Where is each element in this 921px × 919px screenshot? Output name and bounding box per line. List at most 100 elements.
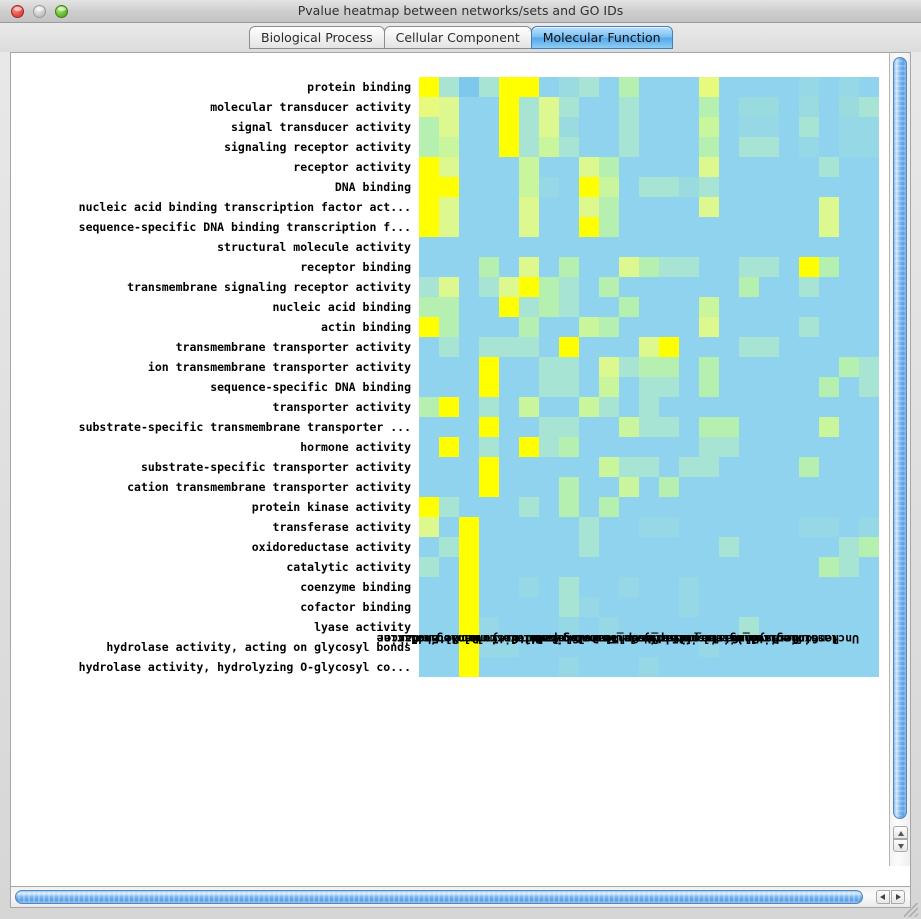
heatmap-cell[interactable] bbox=[479, 277, 499, 297]
heatmap-cell[interactable] bbox=[659, 657, 679, 677]
heatmap-cell[interactable] bbox=[539, 277, 559, 297]
heatmap-cell[interactable] bbox=[859, 117, 879, 137]
heatmap-cell[interactable] bbox=[659, 377, 679, 397]
heatmap-cell[interactable] bbox=[639, 397, 659, 417]
heatmap-cell[interactable] bbox=[619, 637, 639, 657]
heatmap-cell[interactable] bbox=[739, 657, 759, 677]
heatmap-cell[interactable] bbox=[739, 557, 759, 577]
heatmap-cell[interactable] bbox=[619, 497, 639, 517]
heatmap-cell[interactable] bbox=[759, 77, 779, 97]
heatmap-cell[interactable] bbox=[839, 237, 859, 257]
heatmap-cell[interactable] bbox=[639, 457, 659, 477]
heatmap-cell[interactable] bbox=[539, 197, 559, 217]
heatmap-cell[interactable] bbox=[539, 337, 559, 357]
scroll-up-button[interactable] bbox=[893, 826, 908, 839]
heatmap-cell[interactable] bbox=[799, 637, 819, 657]
heatmap-cell[interactable] bbox=[859, 337, 879, 357]
heatmap-cell[interactable] bbox=[819, 77, 839, 97]
heatmap-cell[interactable] bbox=[419, 557, 439, 577]
heatmap-cell[interactable] bbox=[519, 597, 539, 617]
heatmap-cell[interactable] bbox=[739, 437, 759, 457]
heatmap-cell[interactable] bbox=[799, 297, 819, 317]
heatmap-cell[interactable] bbox=[739, 117, 759, 137]
heatmap-cell[interactable] bbox=[479, 357, 499, 377]
heatmap-cell[interactable] bbox=[719, 337, 739, 357]
heatmap-cell[interactable] bbox=[499, 277, 519, 297]
heatmap-cell[interactable] bbox=[479, 237, 499, 257]
heatmap-cell[interactable] bbox=[459, 177, 479, 197]
heatmap-cell[interactable] bbox=[739, 477, 759, 497]
heatmap-cell[interactable] bbox=[419, 297, 439, 317]
heatmap-cell[interactable] bbox=[679, 197, 699, 217]
heatmap-cell[interactable] bbox=[679, 277, 699, 297]
heatmap-cell[interactable] bbox=[519, 577, 539, 597]
heatmap-cell[interactable] bbox=[459, 457, 479, 477]
heatmap-cell[interactable] bbox=[499, 437, 519, 457]
heatmap-cell[interactable] bbox=[439, 357, 459, 377]
heatmap-cell[interactable] bbox=[499, 297, 519, 317]
heatmap-cell[interactable] bbox=[739, 237, 759, 257]
heatmap-cell[interactable] bbox=[499, 237, 519, 257]
heatmap-cell[interactable] bbox=[599, 237, 619, 257]
heatmap-cell[interactable] bbox=[799, 337, 819, 357]
heatmap-cell[interactable] bbox=[599, 457, 619, 477]
heatmap-cell[interactable] bbox=[759, 637, 779, 657]
heatmap-cell[interactable] bbox=[739, 337, 759, 357]
heatmap-cell[interactable] bbox=[759, 597, 779, 617]
heatmap-cell[interactable] bbox=[839, 197, 859, 217]
heatmap-cell[interactable] bbox=[539, 177, 559, 197]
heatmap-cell[interactable] bbox=[639, 117, 659, 137]
heatmap-cell[interactable] bbox=[459, 277, 479, 297]
heatmap-cell[interactable] bbox=[539, 317, 559, 337]
heatmap-cell[interactable] bbox=[619, 337, 639, 357]
heatmap-cell[interactable] bbox=[799, 77, 819, 97]
heatmap-cell[interactable] bbox=[599, 517, 619, 537]
heatmap-cell[interactable] bbox=[499, 157, 519, 177]
heatmap-cell[interactable] bbox=[619, 257, 639, 277]
heatmap-cell[interactable] bbox=[799, 317, 819, 337]
heatmap-cell[interactable] bbox=[579, 617, 599, 637]
heatmap-cell[interactable] bbox=[759, 577, 779, 597]
heatmap-cell[interactable] bbox=[419, 657, 439, 677]
heatmap-cell[interactable] bbox=[819, 657, 839, 677]
heatmap-cell[interactable] bbox=[819, 177, 839, 197]
heatmap-cell[interactable] bbox=[659, 417, 679, 437]
heatmap-cell[interactable] bbox=[459, 517, 479, 537]
heatmap-cell[interactable] bbox=[419, 377, 439, 397]
heatmap-cell[interactable] bbox=[739, 617, 759, 637]
heatmap-cell[interactable] bbox=[759, 397, 779, 417]
vertical-scrollbar-thumb[interactable] bbox=[893, 57, 907, 819]
heatmap-cell[interactable] bbox=[759, 617, 779, 637]
heatmap-cell[interactable] bbox=[419, 437, 439, 457]
heatmap-cell[interactable] bbox=[799, 597, 819, 617]
heatmap-cell[interactable] bbox=[499, 617, 519, 637]
heatmap-cell[interactable] bbox=[779, 557, 799, 577]
heatmap-cell[interactable] bbox=[719, 597, 739, 617]
heatmap-cell[interactable] bbox=[679, 577, 699, 597]
heatmap-cell[interactable] bbox=[719, 617, 739, 637]
heatmap-cell[interactable] bbox=[459, 637, 479, 657]
heatmap-cell[interactable] bbox=[819, 217, 839, 237]
heatmap-cell[interactable] bbox=[499, 357, 519, 377]
heatmap-cell[interactable] bbox=[639, 237, 659, 257]
heatmap-cell[interactable] bbox=[499, 537, 519, 557]
heatmap-cell[interactable] bbox=[679, 117, 699, 137]
heatmap-cell[interactable] bbox=[619, 317, 639, 337]
heatmap-cell[interactable] bbox=[619, 577, 639, 597]
heatmap-cell[interactable] bbox=[459, 317, 479, 337]
heatmap-cell[interactable] bbox=[819, 157, 839, 177]
heatmap-cell[interactable] bbox=[439, 297, 459, 317]
heatmap-cell[interactable] bbox=[499, 217, 519, 237]
heatmap-cell[interactable] bbox=[859, 357, 879, 377]
heatmap-cell[interactable] bbox=[659, 497, 679, 517]
heatmap-cell[interactable] bbox=[839, 177, 859, 197]
heatmap-cell[interactable] bbox=[499, 517, 519, 537]
heatmap-cell[interactable] bbox=[599, 377, 619, 397]
heatmap-cell[interactable] bbox=[759, 177, 779, 197]
heatmap-cell[interactable] bbox=[439, 197, 459, 217]
heatmap-cell[interactable] bbox=[559, 77, 579, 97]
heatmap-cell[interactable] bbox=[659, 637, 679, 657]
heatmap-cell[interactable] bbox=[719, 77, 739, 97]
heatmap-cell[interactable] bbox=[659, 517, 679, 537]
heatmap-cell[interactable] bbox=[699, 437, 719, 457]
